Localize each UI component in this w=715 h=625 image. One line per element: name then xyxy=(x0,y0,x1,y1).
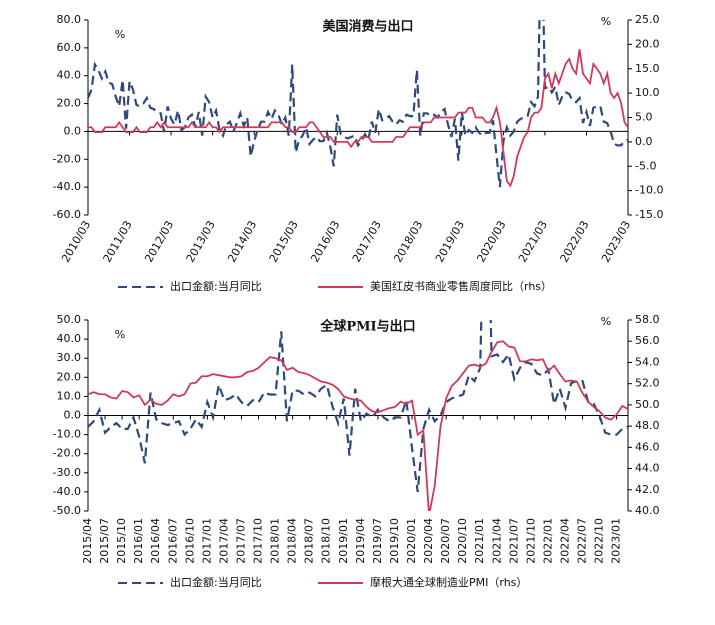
x-tick-label: 2017/04 xyxy=(217,518,230,564)
legend-label: 出口金额:当月同比 xyxy=(170,575,262,589)
y-tick-label: 20.0 xyxy=(57,97,82,110)
x-tick-label: 2020/10 xyxy=(456,518,469,564)
x-tick-label: 2019/10 xyxy=(388,518,401,564)
y2-axis-unit: % xyxy=(601,315,611,328)
y2-tick-label: 46.0 xyxy=(635,440,660,453)
y2-tick-label: 40.0 xyxy=(635,504,660,517)
x-tick-label: 2021/01 xyxy=(473,518,486,564)
y-tick-label: 40.0 xyxy=(57,69,82,82)
y2-tick-label: -5.0 xyxy=(635,159,656,172)
y-tick-label: 30.0 xyxy=(57,351,82,364)
y-tick-label: -60.0 xyxy=(53,208,81,221)
series-line xyxy=(88,320,628,493)
y-tick-label: 0.0 xyxy=(64,409,82,422)
y2-tick-label: 0.0 xyxy=(635,135,653,148)
y2-tick-label: 44.0 xyxy=(635,462,660,475)
x-tick-label: 2023/01 xyxy=(610,518,623,564)
x-tick-label: 2021/04 xyxy=(490,518,503,564)
x-tick-label: 2017/10 xyxy=(252,518,265,564)
y-tick-label: -30.0 xyxy=(53,466,81,479)
x-tick-label: 2014/03 xyxy=(225,219,259,265)
x-tick-label: 2023/03 xyxy=(599,219,633,265)
y2-tick-label: 52.0 xyxy=(635,377,660,390)
x-tick-label: 2022/03 xyxy=(558,219,592,265)
x-tick-label: 2016/10 xyxy=(183,518,196,564)
x-tick-label: 2019/07 xyxy=(371,518,384,564)
y-tick-label: 50.0 xyxy=(57,313,82,326)
legend-label: 美国红皮书商业零售周度同比（rhs） xyxy=(370,279,552,293)
y-axis-unit: % xyxy=(115,28,125,41)
y-tick-label: 60.0 xyxy=(57,41,82,54)
x-tick-label: 2022/04 xyxy=(558,518,571,564)
x-tick-label: 2015/07 xyxy=(98,518,111,564)
x-tick-label: 2021/10 xyxy=(524,518,537,564)
y-tick-label: 0.0 xyxy=(64,124,82,137)
x-tick-label: 2019/04 xyxy=(354,518,367,564)
x-tick-label: 2020/07 xyxy=(439,518,452,564)
x-tick-label: 2018/03 xyxy=(391,219,425,265)
x-tick-label: 2018/01 xyxy=(269,518,282,564)
chart-title: 美国消费与出口 xyxy=(322,19,413,35)
y2-tick-label: 10.0 xyxy=(635,86,660,99)
x-tick-label: 2016/04 xyxy=(149,518,162,564)
x-tick-label: 2016/07 xyxy=(166,518,179,564)
x-tick-label: 2015/10 xyxy=(115,518,128,564)
legend-label: 摩根大通全球制造业PMI（rhs） xyxy=(370,575,527,589)
y2-tick-label: 15.0 xyxy=(635,62,660,75)
x-tick-label: 2016/01 xyxy=(132,518,145,564)
y2-tick-label: 25.0 xyxy=(635,13,660,26)
x-tick-label: 2017/07 xyxy=(234,518,247,564)
series-line xyxy=(88,340,628,511)
x-tick-label: 2013/03 xyxy=(184,219,218,265)
y-tick-label: -10.0 xyxy=(53,428,81,441)
x-tick-label: 2018/07 xyxy=(303,518,316,564)
y-tick-label: 10.0 xyxy=(57,389,82,402)
y2-tick-label: 56.0 xyxy=(635,334,660,347)
x-tick-label: 2015/04 xyxy=(81,518,94,564)
x-tick-label: 2020/01 xyxy=(405,518,418,564)
y2-tick-label: 5.0 xyxy=(635,111,653,124)
y2-tick-label: 20.0 xyxy=(635,37,660,50)
y-tick-label: -50.0 xyxy=(53,504,81,517)
y-tick-label: -40.0 xyxy=(53,485,81,498)
x-tick-label: 2012/03 xyxy=(142,219,176,265)
y-tick-label: -20.0 xyxy=(53,152,81,165)
x-tick-label: 2019/03 xyxy=(433,219,467,265)
x-tick-label: 2018/04 xyxy=(286,518,299,564)
x-tick-label: 2022/10 xyxy=(593,518,606,564)
y-tick-label: 80.0 xyxy=(57,13,82,26)
x-tick-label: 2010/03 xyxy=(59,219,93,265)
x-tick-label: 2011/03 xyxy=(101,219,135,265)
x-tick-label: 2015/03 xyxy=(267,219,301,265)
x-tick-label: 2017/01 xyxy=(200,518,213,564)
x-tick-label: 2020/04 xyxy=(422,518,435,564)
x-tick-label: 2016/03 xyxy=(308,219,342,265)
y2-tick-label: 54.0 xyxy=(635,355,660,368)
x-tick-label: 2017/03 xyxy=(350,219,384,265)
y2-tick-label: -15.0 xyxy=(635,208,663,221)
series-line xyxy=(88,20,628,188)
x-tick-label: 2022/01 xyxy=(541,518,554,564)
x-tick-label: 2021/07 xyxy=(507,518,520,564)
x-tick-label: 2021/03 xyxy=(516,219,550,265)
series-line xyxy=(88,49,628,188)
chart-title: 全球PMI与出口 xyxy=(319,319,415,335)
x-tick-label: 2019/01 xyxy=(337,518,350,564)
y-tick-label: -20.0 xyxy=(53,447,81,460)
x-tick-label: 2018/10 xyxy=(320,518,333,564)
x-tick-label: 2020/03 xyxy=(474,219,508,265)
y-tick-label: 20.0 xyxy=(57,370,82,383)
y-tick-label: -40.0 xyxy=(53,180,81,193)
y2-axis-unit: % xyxy=(601,15,611,28)
y2-tick-label: 58.0 xyxy=(635,313,660,326)
y2-tick-label: 42.0 xyxy=(635,483,660,496)
y-axis-unit: % xyxy=(115,328,125,341)
x-tick-label: 2022/07 xyxy=(576,518,589,564)
legend-label: 出口金额:当月同比 xyxy=(170,279,262,293)
y2-tick-label: 48.0 xyxy=(635,419,660,432)
y2-tick-label: 50.0 xyxy=(635,398,660,411)
y-tick-label: 40.0 xyxy=(57,332,82,345)
y2-tick-label: -10.0 xyxy=(635,184,663,197)
